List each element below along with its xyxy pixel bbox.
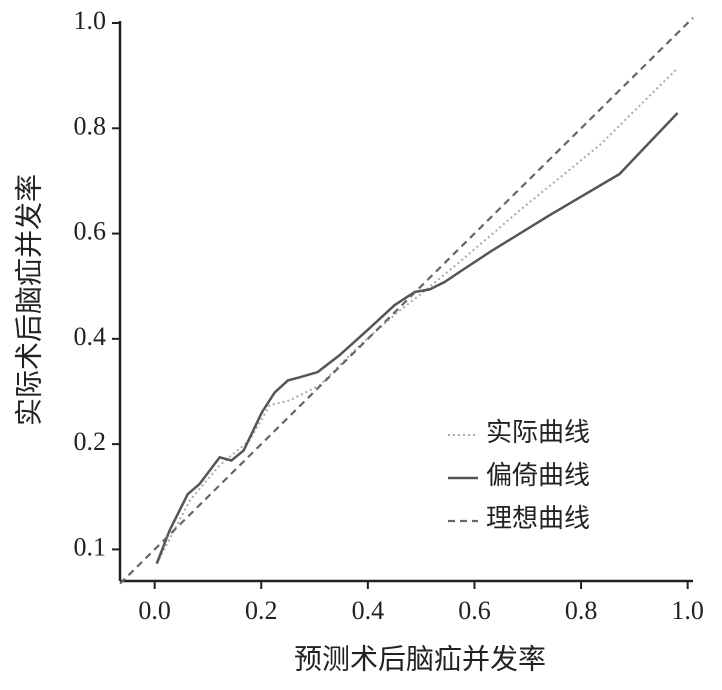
x-tick-label: 0.0 [138, 596, 171, 625]
x-tick-label: 1.0 [671, 596, 704, 625]
legend-label: 实际曲线 [486, 418, 590, 447]
y-tick-label: 0.2 [74, 427, 107, 456]
series-line [119, 16, 694, 585]
y-axis-label: 实际术后脑疝并发率 [13, 174, 45, 426]
series-line [155, 112, 679, 565]
y-tick-label: 0.8 [74, 111, 107, 140]
series-line [155, 67, 679, 565]
y-tick-label: 0.1 [74, 532, 107, 561]
x-tick-label: 0.6 [458, 596, 491, 625]
x-tick-label: 0.4 [352, 596, 385, 625]
x-tick-label: 0.2 [245, 596, 278, 625]
legend-label: 理想曲线 [486, 504, 590, 533]
x-axis-label: 预测术后脑疝并发率 [294, 643, 546, 675]
legend-label: 偏倚曲线 [486, 461, 590, 490]
x-tick-label: 0.8 [565, 596, 598, 625]
y-tick-label: 0.4 [74, 322, 107, 351]
y-tick-label: 0.6 [74, 217, 107, 246]
y-tick-label: 1.0 [74, 6, 107, 35]
